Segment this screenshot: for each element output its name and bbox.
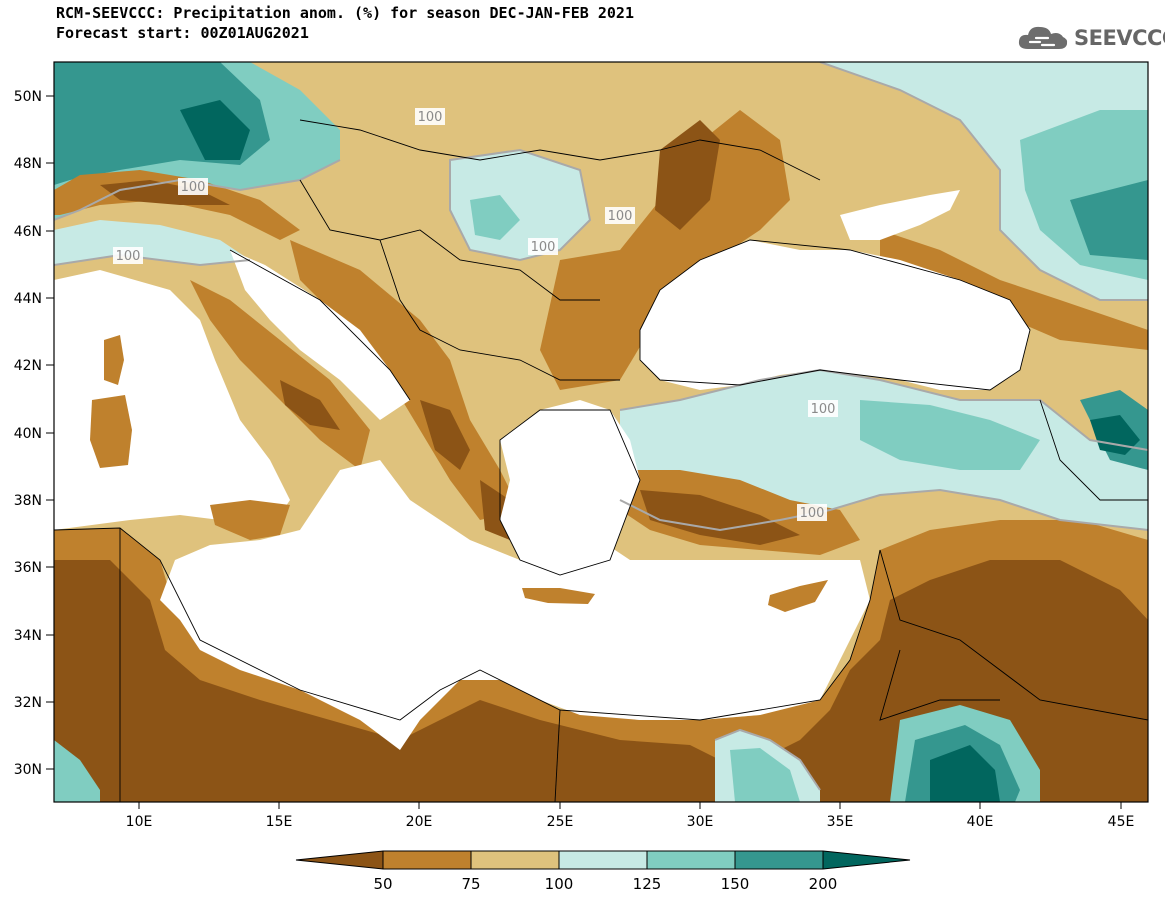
lat-labels: 50N 48N 46N 44N 42N 40N 38N 36N 34N 32N … <box>14 89 42 778</box>
lat-label: 48N <box>14 156 42 172</box>
lon-label: 25E <box>547 814 574 830</box>
contour-label: 100 <box>811 402 836 417</box>
lat-label: 46N <box>14 224 42 240</box>
colorbar-label: 150 <box>721 875 750 893</box>
contour-label: 100 <box>116 249 141 264</box>
lat-label: 38N <box>14 493 42 509</box>
lat-label: 40N <box>14 426 42 442</box>
colorbar-label: 125 <box>633 875 662 893</box>
lon-labels: 10E 15E 20E 25E 30E 35E 40E 45E <box>126 814 1135 830</box>
forecast-start-label: Forecast start: 00Z01AUG2021 <box>56 24 309 42</box>
colorbar: 50 75 100 125 150 200 <box>295 850 911 893</box>
lat-label: 30N <box>14 762 42 778</box>
contour-labels: 100 100 100 100 100 100 100 <box>113 108 838 521</box>
lon-label: 15E <box>266 814 293 830</box>
lat-label: 34N <box>14 628 42 644</box>
lon-ticks <box>138 802 1122 809</box>
lat-label: 42N <box>14 358 42 374</box>
map-frame <box>53 61 1149 803</box>
lat-ticks <box>46 95 54 770</box>
lon-label: 20E <box>406 814 433 830</box>
colorbar-label: 100 <box>545 875 574 893</box>
colorbar-cell-above-200 <box>823 851 910 869</box>
contour-label: 100 <box>608 209 633 224</box>
lon-label: 35E <box>827 814 854 830</box>
lon-label: 40E <box>967 814 994 830</box>
colorbar-label: 50 <box>373 875 392 893</box>
lat-label: 50N <box>14 89 42 105</box>
contour-label: 100 <box>418 110 443 125</box>
colorbar-cell-100-125 <box>559 851 647 869</box>
colorbar-label: 75 <box>461 875 480 893</box>
map-field: 100 100 100 100 100 100 100 <box>54 62 1148 802</box>
lat-label: 44N <box>14 291 42 307</box>
lon-label: 10E <box>126 814 153 830</box>
contour-label: 100 <box>181 180 206 195</box>
map-title: RCM-SEEVCCC: Precipitation anom. (%) for… <box>56 4 634 22</box>
seevccc-logo: SEEVCCC <box>1016 22 1165 54</box>
lon-label: 30E <box>687 814 714 830</box>
contour-label: 100 <box>531 240 556 255</box>
lon-label: 45E <box>1108 814 1135 830</box>
country-borders <box>54 119 1148 802</box>
lat-label: 32N <box>14 695 42 711</box>
contour-100-lines <box>54 62 1148 791</box>
colorbar-cell-75-100 <box>471 851 559 869</box>
lat-label: 36N <box>14 560 42 576</box>
colorbar-cell-150-200 <box>735 851 823 869</box>
colorbar-cell-125-150 <box>647 851 735 869</box>
logo-text: SEEVCCC <box>1074 26 1165 50</box>
colorbar-cell-50-75 <box>383 851 471 869</box>
colorbar-cell-below-50 <box>296 851 383 869</box>
contour-label: 100 <box>800 506 825 521</box>
cloud-icon <box>1018 26 1068 49</box>
colorbar-label: 200 <box>809 875 838 893</box>
